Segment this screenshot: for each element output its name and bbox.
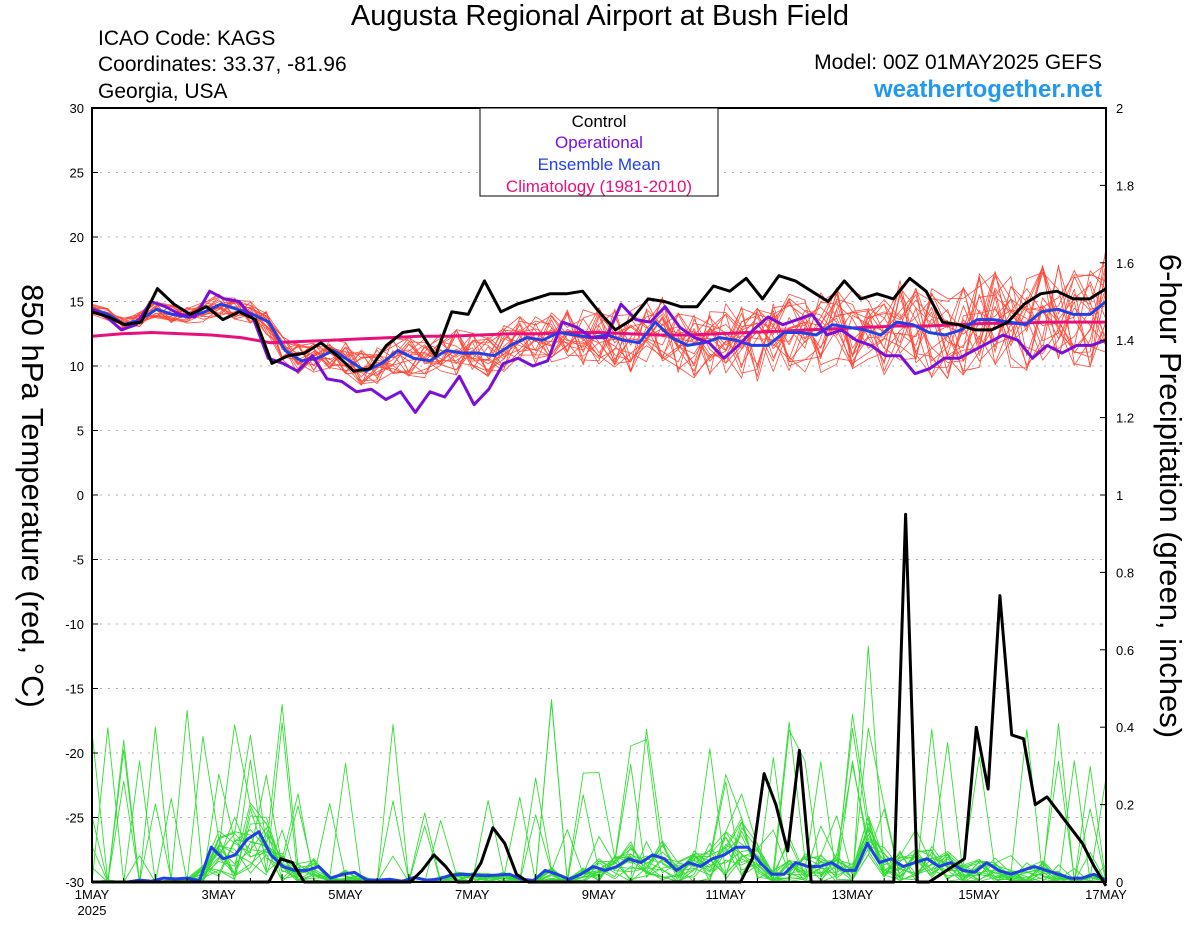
temperature-member-line [91, 270, 1107, 385]
model-run: Model: 00Z 01MAY2025 GEFS [814, 51, 1102, 74]
y-tick-label: 30 [70, 101, 84, 116]
operational-line [91, 289, 1107, 414]
temperature-member-line [91, 264, 1107, 379]
legend-box [479, 107, 719, 197]
control-line [91, 274, 1107, 373]
x-tick-label: 1MAY [75, 887, 110, 902]
x-tick-label: 11MAY [705, 887, 746, 902]
y-tick-label: 20 [70, 230, 84, 245]
temperature-member-line [91, 276, 1107, 383]
temperature-member-lines [91, 247, 1107, 386]
y2-tick-label: 1.6 [1116, 256, 1134, 271]
y-axis-label-left: 850 hPa Temperature (red, °C) [15, 284, 50, 708]
y2-tick-label: 0 [1116, 875, 1123, 890]
precip-control-line [92, 512, 1108, 887]
y-tick-label: 15 [70, 295, 84, 310]
y2-tick-label: 2 [1116, 101, 1123, 116]
y2-tick-label: 1.8 [1116, 178, 1134, 193]
y2-tick-label: 1.4 [1116, 333, 1134, 348]
y-tick-label: 25 [70, 166, 84, 181]
y2-tick-label: 1.2 [1116, 411, 1134, 426]
y-tick-label: -5 [72, 553, 84, 568]
temperature-member-line [91, 271, 1107, 385]
precip-member-line [91, 645, 1107, 883]
y-tick-label: -25 [65, 811, 84, 826]
x-tick-label: 9MAY [582, 887, 617, 902]
icao-code: ICAO Code: KAGS [98, 27, 276, 50]
precip-ensemble-mean-line [92, 830, 1107, 884]
y-tick-label: 0 [77, 488, 84, 503]
gridlines [92, 172, 1106, 818]
site-link[interactable]: weathertogether.net [873, 76, 1102, 103]
location: Georgia, USA [98, 80, 228, 103]
temperature-member-line [91, 274, 1107, 377]
legend-control: Control [572, 112, 627, 131]
axis-ticks: 302520151050-5-10-15-20-25-3021.81.61.41… [65, 101, 1134, 918]
y2-tick-label: 0.8 [1116, 565, 1134, 580]
y2-tick-label: 0.4 [1116, 720, 1134, 735]
year-label: 2025 [78, 903, 107, 918]
y-tick-label: -30 [65, 875, 84, 890]
legend-operational: Operational [555, 133, 643, 152]
y-axis-label-right: 6-hour Precipitation (green, inches) [1153, 253, 1188, 739]
precip-member-line [92, 722, 1106, 883]
coordinates: Coordinates: 33.37, -81.96 [98, 53, 347, 76]
y-tick-label: -20 [65, 746, 84, 761]
x-tick-label: 17MAY [1085, 887, 1127, 902]
x-tick-label: 3MAY [202, 887, 237, 902]
temperature-member-line [91, 253, 1107, 373]
y-tick-label: 10 [70, 359, 84, 374]
precip-member-line [92, 727, 1107, 883]
y2-tick-label: 0.6 [1116, 643, 1134, 658]
legend-climatology: Climatology (1981-2010) [506, 177, 692, 196]
x-tick-label: 15MAY [958, 887, 1000, 902]
x-tick-label: 13MAY [832, 887, 874, 902]
y-tick-label: -10 [65, 617, 84, 632]
chart-title: Augusta Regional Airport at Bush Field [350, 0, 850, 32]
x-tick-label: 7MAY [455, 887, 490, 902]
y2-tick-label: 1 [1116, 488, 1123, 503]
precip-member-lines [91, 645, 1107, 883]
precip-member-line [92, 729, 1107, 883]
y-tick-label: -15 [65, 682, 84, 697]
y2-tick-label: 0.2 [1116, 798, 1134, 813]
legend-ensemble-mean: Ensemble Mean [538, 155, 661, 174]
legend: Control Operational Ensemble Mean Climat… [479, 107, 719, 197]
x-tick-label: 5MAY [328, 887, 363, 902]
y-tick-label: 5 [77, 424, 84, 439]
temperature-member-line [91, 266, 1107, 376]
